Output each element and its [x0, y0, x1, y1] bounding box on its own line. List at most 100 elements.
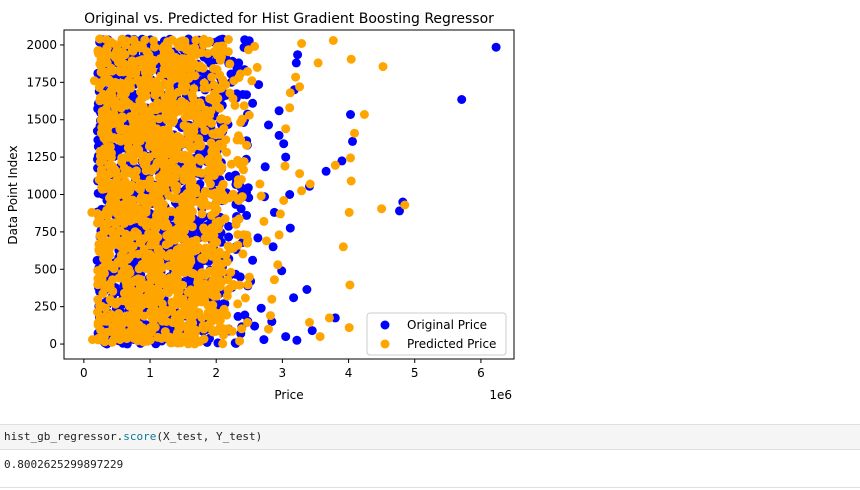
scatter-point-predicted: [285, 103, 295, 113]
scatter-point-dense: [167, 206, 177, 216]
scatter-point-dense: [135, 185, 145, 195]
scatter-point-dense: [175, 265, 185, 275]
scatter-point-dense: [127, 56, 137, 66]
scatter-point-dense: [113, 144, 123, 153]
scatter-point-dense: [140, 111, 150, 121]
scatter-point-predicted: [247, 76, 257, 86]
scatter-point-predicted: [350, 128, 359, 138]
scatter-point-dense: [96, 325, 106, 335]
scatter-point-predicted: [279, 196, 289, 205]
scatter-point-dense: [103, 280, 113, 290]
scatter-point-dense: [93, 307, 102, 317]
scatter-point-dense: [154, 244, 163, 254]
scatter-point-predicted: [244, 110, 254, 120]
scatter-point-dense: [154, 114, 164, 124]
scatter-point-dense: [184, 240, 194, 250]
scatter-point-dense: [243, 280, 253, 290]
scatter-point-dense: [162, 317, 171, 326]
scatter-point-dense: [164, 261, 174, 271]
scatter-point-predicted: [231, 219, 241, 229]
scatter-point-original: [268, 242, 278, 252]
scatter-point-dense: [166, 338, 176, 348]
scatter-point-predicted: [346, 153, 355, 163]
scatter-point-original: [240, 35, 250, 45]
scatter-point-predicted: [250, 41, 260, 51]
scatter-point-dense: [110, 239, 120, 249]
scatter-point-dense: [97, 109, 107, 119]
scatter-point-original: [321, 166, 331, 176]
scatter-point-dense: [206, 106, 216, 116]
scatter-point-original: [291, 58, 301, 68]
scatter-point-dense: [95, 34, 105, 44]
scatter-point-dense: [177, 66, 187, 76]
scatter-figure: Original vs. Predicted for Hist Gradient…: [6, 11, 515, 402]
scatter-point-original: [234, 58, 244, 68]
scatter-point-dense: [97, 165, 106, 174]
y-tick-label: 1500: [26, 113, 57, 127]
scatter-point-dense: [239, 230, 248, 240]
scatter-point-original: [285, 223, 295, 233]
scatter-point-dense: [199, 36, 209, 46]
scatter-point-dense: [188, 337, 198, 347]
scatter-point-dense: [240, 293, 250, 303]
scatter-point-dense: [115, 65, 125, 75]
scatter-point-dense: [102, 44, 112, 54]
scatter-point-dense: [223, 47, 233, 57]
scatter-point-dense: [106, 153, 116, 162]
scatter-point-dense: [100, 337, 110, 347]
scatter-point-dense: [123, 143, 133, 153]
y-tick-label: 2000: [26, 38, 57, 52]
scatter-point-dense: [244, 272, 254, 282]
scatter-point-dense: [218, 339, 228, 349]
scatter-point-dense: [199, 334, 209, 344]
scatter-point-dense: [99, 228, 109, 238]
code-cell[interactable]: hist_gb_regressor.score(X_test, Y_test): [0, 424, 860, 450]
scatter-point-dense: [180, 113, 190, 122]
scatter-point-dense: [108, 163, 118, 173]
x-axis-label: Price: [274, 388, 303, 402]
scatter-point-dense: [212, 308, 222, 318]
scatter-point-dense: [211, 268, 221, 278]
scatter-point-dense: [139, 311, 149, 321]
scatter-point-predicted: [359, 110, 369, 119]
scatter-point-dense: [166, 146, 176, 155]
scatter-point-dense: [194, 153, 204, 163]
scatter-point-dense: [113, 54, 123, 64]
scatter-point-dense: [208, 247, 218, 257]
scatter-point-dense: [101, 55, 111, 65]
scatter-point-dense: [120, 50, 130, 59]
scatter-point-dense: [169, 193, 179, 203]
scatter-point-dense: [222, 147, 231, 157]
scatter-point-dense: [175, 257, 185, 267]
scatter-point-dense: [123, 295, 133, 305]
scatter-point-dense: [105, 295, 115, 305]
y-tick-label: 1000: [26, 188, 57, 202]
scatter-point-dense: [230, 100, 240, 110]
scatter-point-dense: [107, 262, 117, 272]
scatter-point-dense: [109, 79, 119, 89]
scatter-point-dense: [166, 99, 176, 109]
scatter-point-dense: [203, 308, 213, 318]
scatter-point-dense: [225, 59, 235, 69]
scatter-point-dense: [199, 83, 209, 93]
scatter-point-dense: [171, 285, 181, 295]
scatter-point-dense: [186, 130, 196, 139]
legend-label-predicted: Predicted Price: [407, 337, 496, 351]
scatter-point-dense: [233, 299, 243, 309]
scatter-point-dense: [162, 137, 172, 147]
scatter-point-dense: [137, 259, 147, 269]
scatter-point-predicted: [264, 324, 273, 334]
scatter-point-dense: [131, 68, 141, 78]
scatter-point-dense: [174, 244, 184, 254]
scatter-point-dense: [207, 72, 217, 82]
scatter-point-predicted: [378, 62, 388, 72]
scatter-point-dense: [224, 221, 234, 231]
scatter-point-original: [302, 285, 312, 294]
scatter-point-dense: [108, 38, 117, 48]
scatter-point-dense: [93, 318, 103, 328]
scatter-point-original: [281, 152, 291, 162]
scatter-point-dense: [216, 82, 226, 92]
scatter-point-original: [457, 95, 467, 104]
scatter-point-predicted: [239, 157, 249, 167]
x-tick-label: 3: [279, 366, 287, 380]
